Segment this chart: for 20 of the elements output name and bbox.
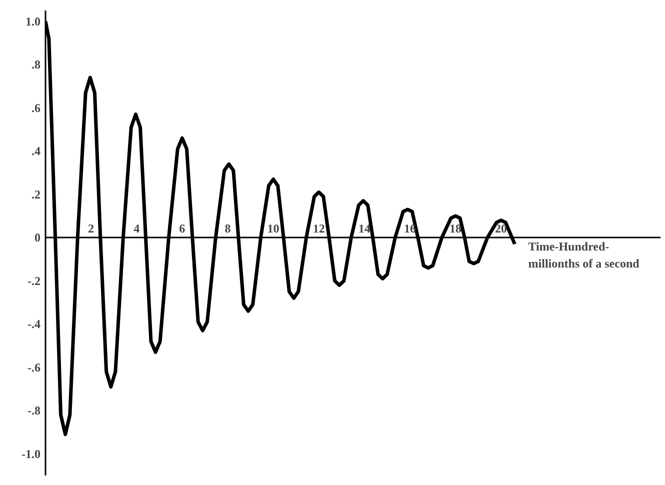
x-tick-label: 18 (450, 222, 462, 236)
y-tick-label: 1.0 (26, 14, 40, 28)
y-tick-label: .8 (32, 58, 40, 72)
y-tick-label: .6 (32, 100, 40, 115)
x-tick-label: 4 (134, 222, 140, 236)
x-tick-label: 8 (224, 222, 231, 236)
y-tick-label: -.6 (28, 360, 41, 374)
x-tick-label: 20 (495, 222, 508, 236)
y-tick-label: -.8 (28, 404, 41, 418)
x-tick-label: 2 (88, 222, 94, 236)
x-axis-title: Time-Hundred- millionths of a second (528, 240, 640, 270)
y-tick-label: -.2 (28, 274, 41, 288)
y-tick-label: .4 (32, 144, 40, 158)
y-tick-label: .2 (32, 187, 40, 202)
y-tick-label: -1.0 (22, 446, 41, 461)
x-tick-label: 6 (179, 222, 186, 236)
x-tick-label: 10 (267, 222, 280, 236)
x-tick-label: 12 (312, 222, 325, 236)
y-tick-label: 0 (34, 230, 40, 245)
y-tick-label: -.4 (28, 317, 41, 332)
